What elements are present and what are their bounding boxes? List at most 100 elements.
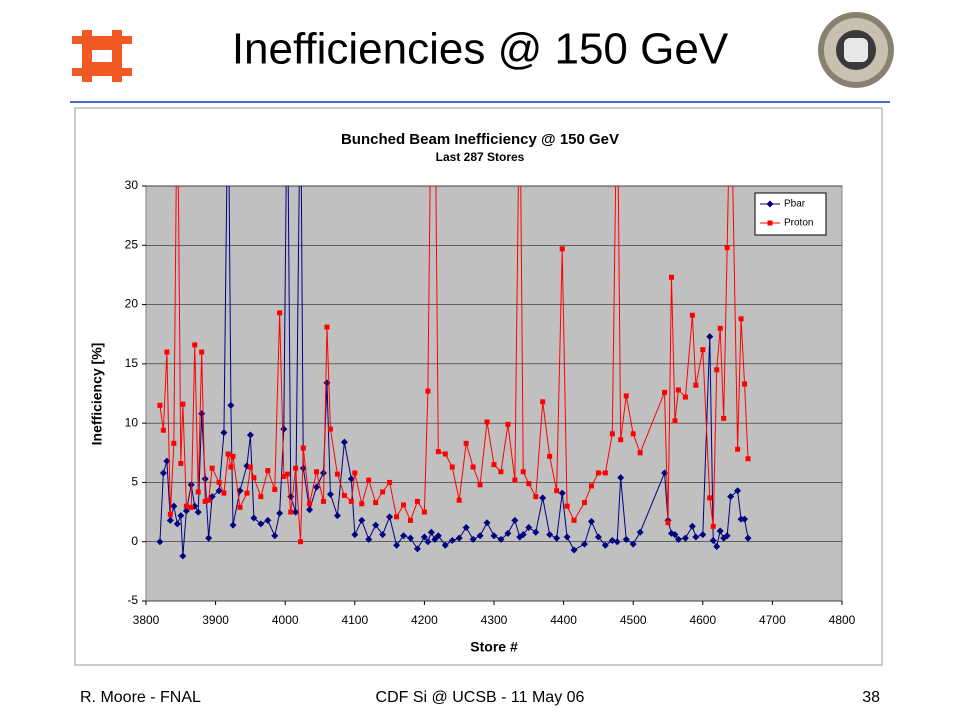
pbar-marker bbox=[246, 431, 254, 439]
pbar-marker bbox=[194, 508, 202, 516]
proton-marker bbox=[700, 347, 706, 353]
proton-marker bbox=[216, 479, 222, 485]
proton-marker bbox=[564, 503, 570, 509]
pbar-marker bbox=[400, 532, 408, 540]
pbar-marker bbox=[709, 537, 717, 545]
pbar-marker bbox=[699, 531, 707, 539]
pbar-marker bbox=[413, 545, 421, 553]
pbar-marker bbox=[424, 538, 432, 546]
proton-marker bbox=[228, 464, 234, 470]
pbar-marker bbox=[580, 540, 588, 548]
pbar-marker bbox=[306, 506, 314, 514]
pbar-marker bbox=[276, 509, 284, 517]
proton-marker bbox=[247, 464, 253, 470]
pbar-marker bbox=[372, 521, 380, 529]
proton-marker bbox=[581, 500, 587, 506]
pbar-marker bbox=[179, 552, 187, 560]
legend-label: Pbar bbox=[784, 199, 806, 210]
proton-marker bbox=[202, 498, 208, 504]
pbar-marker bbox=[406, 534, 414, 542]
pbar-marker bbox=[636, 528, 644, 536]
proton-marker bbox=[742, 381, 748, 387]
x-tick-label: 4000 bbox=[272, 613, 299, 627]
proton-marker bbox=[407, 517, 413, 523]
proton-marker bbox=[334, 471, 340, 477]
y-tick-label: -5 bbox=[127, 593, 138, 607]
proton-marker bbox=[559, 246, 565, 252]
proton-marker bbox=[491, 462, 497, 468]
fermilab-logo bbox=[72, 30, 132, 82]
pbar-marker bbox=[713, 542, 721, 550]
proton-marker bbox=[745, 456, 751, 462]
proton-marker bbox=[327, 426, 333, 432]
pbar-marker bbox=[215, 487, 223, 495]
pbar-marker bbox=[257, 520, 265, 528]
x-tick-label: 4800 bbox=[829, 613, 856, 627]
pbar-marker bbox=[716, 527, 724, 535]
proton-marker bbox=[714, 367, 720, 373]
proton-marker bbox=[341, 492, 347, 498]
proton-marker bbox=[183, 503, 189, 509]
y-tick-label: 25 bbox=[125, 237, 139, 251]
proton-marker bbox=[602, 470, 608, 476]
x-tick-label: 4200 bbox=[411, 613, 438, 627]
pbar-marker bbox=[173, 520, 181, 528]
proton-marker bbox=[387, 479, 393, 485]
pbar-marker bbox=[504, 529, 512, 537]
proton-marker bbox=[221, 490, 227, 496]
proton-marker bbox=[689, 312, 695, 318]
pbar-marker bbox=[688, 522, 696, 530]
proton-marker bbox=[284, 471, 290, 477]
pbar-marker bbox=[333, 512, 341, 520]
proton-marker bbox=[178, 460, 184, 466]
y-tick-label: 10 bbox=[125, 415, 139, 429]
proton-marker bbox=[394, 514, 400, 520]
proton-marker bbox=[456, 497, 462, 503]
proton-marker bbox=[230, 453, 236, 459]
x-tick-label: 4500 bbox=[620, 613, 647, 627]
pbar-marker bbox=[393, 541, 401, 549]
pbar-marker bbox=[227, 401, 235, 409]
detector-image bbox=[818, 12, 894, 88]
proton-marker bbox=[470, 464, 476, 470]
proton-marker bbox=[281, 474, 287, 479]
pbar-marker bbox=[358, 516, 366, 524]
proton-marker bbox=[307, 501, 313, 507]
proton-marker bbox=[477, 482, 483, 488]
pbar-marker bbox=[462, 523, 470, 531]
proton-marker bbox=[463, 440, 469, 446]
proton-marker bbox=[167, 511, 173, 517]
proton-marker bbox=[359, 501, 365, 507]
pbar-marker bbox=[681, 534, 689, 542]
pbar-marker bbox=[229, 521, 237, 529]
pbar-marker bbox=[159, 469, 167, 477]
x-axis-label: Store # bbox=[470, 639, 518, 655]
proton-marker bbox=[735, 446, 741, 452]
proton-marker bbox=[554, 488, 560, 494]
proton-marker bbox=[717, 325, 723, 331]
proton-marker bbox=[449, 464, 455, 470]
slide-title: Inefficiencies @ 150 GeV bbox=[232, 25, 729, 74]
proton-marker bbox=[710, 523, 716, 529]
pbar-marker bbox=[340, 438, 348, 446]
proton-marker bbox=[540, 399, 546, 405]
chart-title: Bunched Beam Inefficiency @ 150 GeV bbox=[341, 131, 619, 148]
pbar-marker bbox=[558, 489, 566, 497]
pbar-marker bbox=[220, 429, 228, 437]
y-tick-label: 15 bbox=[125, 356, 139, 370]
x-tick-label: 4700 bbox=[759, 613, 786, 627]
pbar-marker bbox=[727, 493, 735, 501]
pbar-marker bbox=[205, 534, 213, 542]
plot-layer bbox=[156, 65, 752, 560]
pbar-marker bbox=[563, 533, 571, 541]
footer-right: 38 bbox=[862, 689, 880, 706]
proton-marker bbox=[352, 470, 358, 476]
pbar-marker bbox=[497, 535, 505, 543]
x-tick-label: 4600 bbox=[689, 613, 716, 627]
pbar-marker bbox=[182, 507, 190, 515]
proton-marker bbox=[728, 65, 733, 70]
legend-box bbox=[754, 192, 827, 236]
proton-marker bbox=[348, 498, 354, 504]
pbar-marker bbox=[379, 531, 387, 539]
pbar-marker bbox=[420, 533, 428, 541]
